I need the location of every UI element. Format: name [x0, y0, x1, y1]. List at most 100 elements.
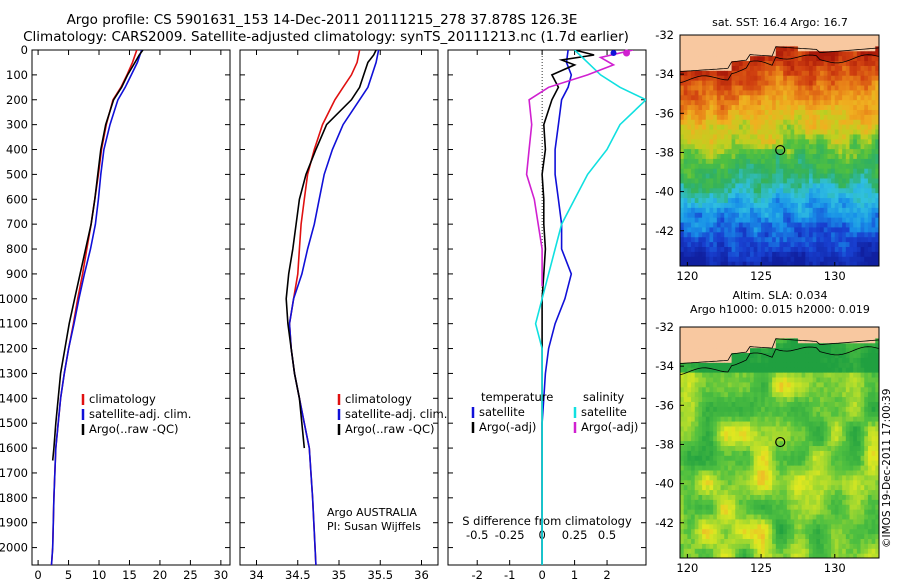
- sst-map-cell: [713, 138, 718, 145]
- sla-map-cell: [768, 347, 773, 354]
- sla-map-cell: [808, 386, 814, 393]
- sla-map-cell: [768, 386, 773, 393]
- sla-map-cell: [801, 523, 806, 530]
- sla-map-cell: [735, 332, 740, 339]
- sst-map-cell: [775, 60, 781, 66]
- sst-lat-tick-label: -38: [655, 145, 674, 159]
- sla-map-cell: [801, 352, 806, 358]
- sst-map-cell: [860, 226, 865, 233]
- sst-map-cell: [750, 231, 755, 238]
- sla-map-cell: [694, 465, 700, 471]
- sst-map-cell: [823, 158, 829, 164]
- sst-map-cell: [845, 89, 851, 96]
- sst-map-cell: [731, 124, 736, 130]
- sla-map-cell: [831, 553, 836, 558]
- sst-map-cell: [823, 89, 829, 96]
- sla-map-cell: [779, 533, 784, 540]
- sst-map-cell: [702, 182, 707, 189]
- sla-map-cell: [683, 411, 688, 417]
- sla-map-cell: [753, 533, 758, 540]
- sst-map-cell: [687, 45, 692, 52]
- sla-map-cell: [702, 391, 707, 398]
- sla-map-cell: [750, 499, 755, 505]
- sla-map-cell: [831, 357, 836, 363]
- sst-map-cell: [831, 143, 836, 150]
- sst-map-cell: [772, 124, 777, 130]
- sla-map-cell: [691, 396, 696, 402]
- sst-map-cell: [812, 109, 817, 115]
- sst-map-cell: [687, 70, 692, 76]
- sla-map-cell: [753, 396, 758, 402]
- sst-map-cell: [768, 197, 773, 203]
- sla-map-cell: [720, 509, 725, 515]
- sla-map-cell: [761, 523, 766, 530]
- sst-map-cell: [875, 182, 879, 189]
- sst-map-cell: [808, 94, 814, 101]
- sla-map-cell: [698, 425, 703, 432]
- sla-map-cell: [724, 528, 729, 535]
- sst-map-cell: [860, 75, 865, 81]
- sst-map-cell: [742, 35, 747, 37]
- sst-map-cell: [705, 241, 711, 248]
- sla-map-cell: [801, 362, 806, 368]
- sla-map-cell: [768, 494, 773, 500]
- sst-map-cell: [808, 119, 814, 125]
- sst-map-cell: [757, 94, 762, 101]
- sla-map-cell: [738, 391, 744, 398]
- sla-map-cell: [746, 460, 751, 466]
- sla-map-cell: [820, 484, 825, 491]
- sla-map-cell: [797, 518, 803, 525]
- sla-map-cell: [709, 327, 714, 334]
- sla-map-cell: [801, 381, 806, 388]
- sst-map-cell: [860, 207, 865, 213]
- argo-temp-surface-marker: [610, 49, 617, 56]
- sst-map-cell: [753, 35, 758, 37]
- sla-map-cell: [746, 386, 751, 393]
- sst-map-cell: [842, 212, 847, 218]
- sst-map-cell: [761, 109, 766, 115]
- sst-map-cell: [716, 207, 722, 213]
- sla-map-cell: [694, 401, 700, 407]
- sla-map-cell: [783, 494, 788, 500]
- sst-map-cell: [702, 158, 707, 164]
- sst-map-cell: [705, 124, 711, 130]
- sst-map-cell: [853, 104, 858, 110]
- sla-map-cell: [746, 347, 751, 354]
- sla-map-cell: [834, 386, 840, 393]
- sst-map-cell: [867, 231, 873, 238]
- sla-map-cell: [761, 474, 766, 481]
- sst-map-cell: [845, 153, 851, 159]
- sla-map-cell: [820, 553, 825, 558]
- sst-map-cell: [746, 104, 751, 110]
- sla-map-cell: [775, 538, 781, 544]
- sla-map-cell: [783, 352, 788, 358]
- sst-map-cell: [750, 202, 755, 208]
- sst-map-cell: [775, 168, 781, 174]
- sst-map-cell: [691, 168, 696, 174]
- sst-map-cell: [716, 261, 722, 266]
- figure-title-line2: Climatology: CARS2009. Satellite-adjuste…: [23, 29, 629, 45]
- sla-map-cell: [842, 499, 847, 505]
- sst-map-cell: [727, 55, 733, 62]
- sst-map-cell: [797, 202, 803, 208]
- sla-map-cell: [694, 445, 700, 451]
- sst-map-cell: [768, 192, 773, 199]
- sst-map-cell: [797, 226, 803, 233]
- sst-map-cell: [705, 192, 711, 199]
- sla-map-cell: [834, 337, 840, 344]
- sst-map-cell: [683, 241, 688, 248]
- sla-map-cell: [713, 460, 718, 466]
- sst-map-cell: [716, 231, 722, 238]
- sla-map-cell: [827, 489, 832, 495]
- sla-map-cell: [727, 455, 733, 461]
- sst-map-cell: [801, 50, 806, 57]
- sla-map-cell: [731, 372, 736, 378]
- sst-map-cell: [742, 55, 747, 62]
- sla-map-cell: [775, 450, 781, 456]
- sla-map-cell: [831, 489, 836, 495]
- sla-map-cell: [772, 548, 777, 554]
- sst-map-cell: [753, 212, 758, 218]
- sst-map-cell: [702, 35, 707, 42]
- sla-map-cell: [753, 362, 758, 368]
- sla-map-cell: [702, 376, 707, 383]
